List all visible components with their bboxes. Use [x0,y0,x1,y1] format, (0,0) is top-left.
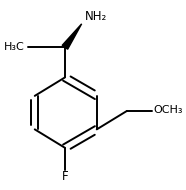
Polygon shape [62,24,82,49]
Text: OCH₃: OCH₃ [154,105,183,115]
Text: NH₂: NH₂ [85,10,107,23]
Text: F: F [62,170,68,183]
Text: H₃C: H₃C [4,42,25,52]
